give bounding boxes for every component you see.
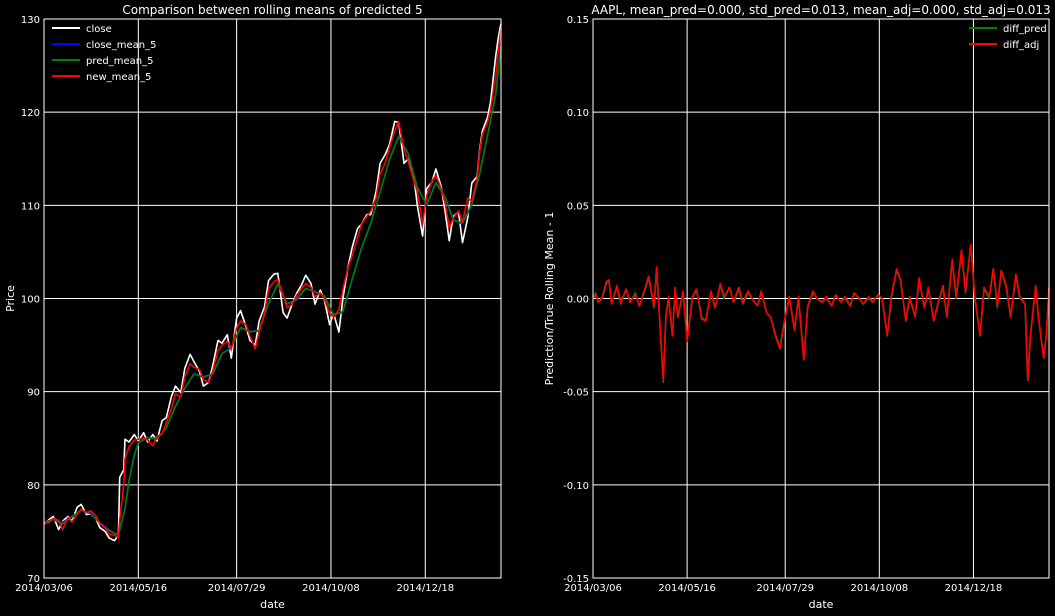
- right-y-tick-label: 0.10: [567, 108, 589, 119]
- right-chart: 2014/03/06 2014/05/16 2014/07/29 2014/10/08…: [543, 3, 1051, 611]
- right-plot-frame: [592, 18, 1050, 579]
- right-y-axis-label: Prediction/True Rolling Mean - 1: [543, 212, 556, 386]
- legend-label-diff-pred: diff_pred: [1003, 24, 1047, 35]
- right-x-tick-label: 2014/05/16: [658, 583, 716, 594]
- left-y-tick-label: 120: [21, 108, 40, 119]
- series-line-diff-adj: [592, 243, 1050, 382]
- left-y-tick-label: 70: [27, 574, 40, 585]
- left-plot-frame: [43, 18, 502, 579]
- right-y-tick-label: 0.15: [567, 15, 589, 26]
- right-series-lines: [592, 243, 1050, 384]
- right-x-tick-label: 2014/10/08: [851, 583, 909, 594]
- right-x-tick-labels: 2014/03/06 2014/05/16 2014/07/29 2014/10/08…: [564, 583, 1002, 594]
- right-y-tick-label: -0.05: [563, 388, 589, 399]
- left-y-tick-label: 100: [21, 295, 40, 306]
- left-x-tick-label: 2014/10/08: [302, 583, 360, 594]
- legend-label-new-mean-5: new_mean_5: [86, 72, 151, 83]
- legend-label-close: close: [86, 24, 112, 35]
- right-chart-title: AAPL, mean_pred=0.000, std_pred=0.013, m…: [591, 3, 1050, 17]
- legend-label-diff-adj: diff_adj: [1003, 40, 1039, 51]
- right-y-tick-labels: -0.15 -0.10 -0.05 0.00 0.05 0.10 0.15: [563, 15, 589, 585]
- legend-label-close-mean-5: close_mean_5: [86, 40, 156, 51]
- right-x-axis-label: date: [809, 598, 834, 611]
- left-y-tick-label: 80: [27, 481, 40, 492]
- left-y-tick-label: 130: [21, 15, 40, 26]
- right-x-tick-label: 2014/07/29: [756, 583, 814, 594]
- left-y-tick-labels: 70 80 90 100 110 120 130: [21, 15, 40, 585]
- left-x-tick-label: 2014/12/18: [396, 583, 454, 594]
- right-x-tick-label: 2014/12/18: [945, 583, 1003, 594]
- left-series-lines: [43, 23, 502, 542]
- left-y-tick-label: 90: [27, 388, 40, 399]
- left-x-tick-label: 2014/05/16: [110, 583, 168, 594]
- left-x-tick-labels: 2014/03/06 2014/05/16 2014/07/29 2014/10/08…: [15, 583, 454, 594]
- series-line-pred-mean-5: [43, 45, 502, 536]
- left-grid: [44, 19, 501, 578]
- left-y-axis-label: Price: [4, 285, 17, 312]
- right-legend: diff_pred diff_adj: [969, 24, 1047, 51]
- left-chart: 2014/03/06 2014/05/16 2014/07/29 2014/10/08…: [4, 3, 502, 611]
- left-x-tick-label: 2014/07/29: [208, 583, 266, 594]
- right-y-tick-label: 0.00: [567, 295, 589, 306]
- series-line-new-mean-5: [43, 28, 502, 539]
- right-y-tick-label: -0.15: [563, 574, 589, 585]
- right-x-tick-label: 2014/03/06: [564, 583, 622, 594]
- legend-label-pred-mean-5: pred_mean_5: [86, 56, 153, 67]
- right-y-tick-label: 0.05: [567, 201, 589, 212]
- left-chart-title: Comparison between rolling means of pred…: [122, 3, 422, 17]
- right-y-tick-label: -0.10: [563, 481, 589, 492]
- left-y-tick-label: 110: [21, 201, 40, 212]
- left-legend: close close_mean_5 pred_mean_5 new_mean_5: [52, 24, 156, 83]
- left-x-axis-label: date: [260, 598, 285, 611]
- left-x-tick-label: 2014/03/06: [15, 583, 73, 594]
